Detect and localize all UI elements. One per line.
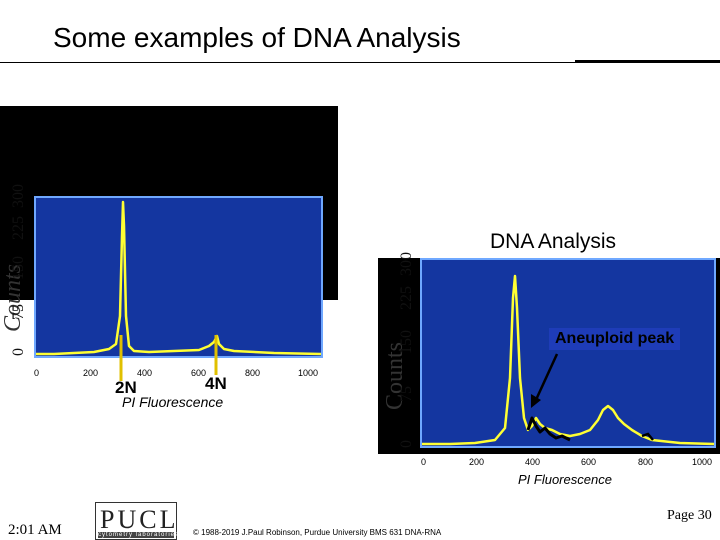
left-x-tick: 1000 <box>298 368 319 378</box>
left-y-tick: 300 <box>10 184 27 208</box>
left-histogram-trace <box>36 200 322 356</box>
right-y-tick: 75 <box>398 386 415 402</box>
right-x-tick: 200 <box>469 457 485 467</box>
title-divider <box>0 62 720 63</box>
left-y-tick: 75 <box>10 304 27 320</box>
left-x-tick: 600 <box>191 368 207 378</box>
left-x-tick: 200 <box>83 368 99 378</box>
left-x-tick: 400 <box>137 368 153 378</box>
right-x-tick: 800 <box>638 457 654 467</box>
right-panel-heading: DNA Analysis <box>490 230 617 253</box>
right-x-tick: 400 <box>525 457 541 467</box>
left-y-tick: 225 <box>10 216 27 240</box>
pucl-logo: PUCL cytometry laboratories <box>95 502 180 540</box>
aneuploid-arrow <box>531 353 559 408</box>
right-x-tick: 0 <box>421 457 427 467</box>
right-histogram-trace <box>422 274 715 446</box>
peak-arrows <box>119 335 218 381</box>
footer-copyright: © 1988-2019 J.Paul Robinson, Purdue Univ… <box>193 528 442 537</box>
left-x-tick: 0 <box>34 368 40 378</box>
right-histogram-plot <box>420 258 716 448</box>
right-y-tick: 0 <box>398 440 415 448</box>
page-number: Page 30 <box>667 508 712 523</box>
footer-time: 2:01 AM <box>8 522 62 538</box>
peak-4n-label: 4N <box>205 374 227 393</box>
right-x-tick: 1000 <box>692 457 713 467</box>
right-x-axis-label: PI Fluorescence <box>518 472 612 487</box>
right-y-tick: 225 <box>398 286 415 310</box>
aneuploid-peak-label: Aneuploid peak <box>549 328 681 350</box>
slide-title: Some examples of DNA Analysis <box>53 22 461 53</box>
left-histogram-plot <box>34 196 323 358</box>
logo-subtitle: cytometry laboratories <box>98 532 180 538</box>
logo-letters: PUCL <box>100 505 179 534</box>
right-y-tick: 150 <box>398 330 415 354</box>
left-y-tick: 0 <box>10 348 27 356</box>
peak-2n-label: 2N <box>115 378 137 397</box>
left-x-tick: 800 <box>245 368 261 378</box>
left-y-tick: 150 <box>10 256 27 280</box>
right-x-tick: 600 <box>581 457 597 467</box>
left-x-axis-label: PI Fluorescence <box>122 394 224 410</box>
right-y-tick: 300 <box>398 252 415 276</box>
title-divider-accent <box>575 60 720 63</box>
